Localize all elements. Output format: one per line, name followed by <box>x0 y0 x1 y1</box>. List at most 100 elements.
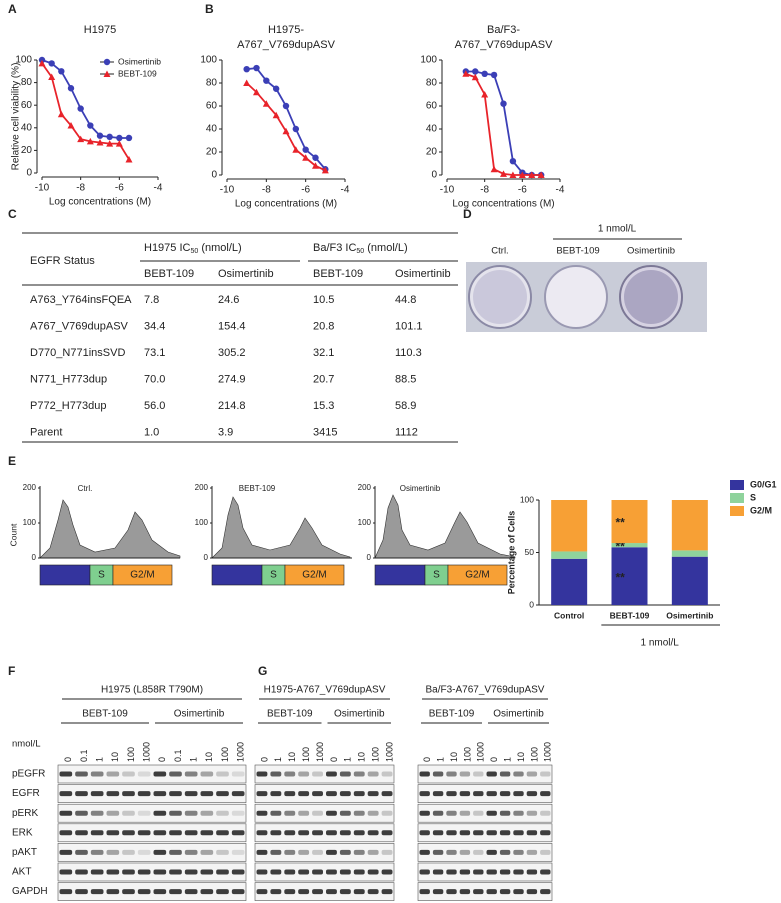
blot-band <box>540 889 551 895</box>
blot-band <box>216 889 229 895</box>
table-cell: 1112 <box>395 426 418 438</box>
y-tick-label: 60 <box>21 100 33 111</box>
dose-label: 100 <box>529 747 539 762</box>
header-subscript: 50 <box>356 248 364 255</box>
blot-band <box>122 791 135 797</box>
blot-band <box>75 869 88 875</box>
header-text: H1975 IC <box>144 242 191 254</box>
data-point <box>243 79 251 86</box>
group-label: 1 nmol/L <box>640 638 679 649</box>
blot-band <box>459 810 471 816</box>
dose-label: 0 <box>63 757 73 762</box>
y-tick-label: 100 <box>15 55 32 66</box>
blot-band <box>419 810 430 816</box>
blot-band <box>122 849 135 855</box>
significance-label: ** <box>616 539 626 553</box>
blot-band <box>200 869 214 875</box>
blot-band <box>312 889 323 895</box>
table-cell: 15.3 <box>313 400 334 412</box>
blot-band <box>169 889 182 895</box>
x-tick-label: -8 <box>76 183 85 194</box>
table-cell: 7.8 <box>144 294 159 306</box>
table-cell: 70.0 <box>144 373 165 385</box>
blot-band <box>216 869 229 875</box>
blot-strip <box>417 843 553 862</box>
x-tick-label: -10 <box>220 185 235 196</box>
phase-box <box>211 564 263 586</box>
blot-band <box>353 810 365 816</box>
dose-label: 1000 <box>236 742 246 762</box>
chart-title: A767_V769dupASV <box>455 39 554 51</box>
blot-band <box>298 849 310 855</box>
phase-box <box>447 564 508 586</box>
blot-band <box>256 771 268 777</box>
blot-band <box>326 869 337 875</box>
blot-band <box>200 830 214 836</box>
blot-band <box>298 830 310 836</box>
panel-label: A <box>8 2 17 16</box>
row-label: EGFR <box>12 788 40 799</box>
blot-band <box>106 771 120 777</box>
data-point <box>509 171 517 178</box>
blot-band <box>326 830 337 836</box>
blot-strip <box>57 784 247 803</box>
blot-band <box>486 869 497 875</box>
data-point <box>528 171 536 178</box>
data-point <box>500 100 507 107</box>
blot-strip <box>57 862 247 882</box>
blot-band <box>486 830 497 836</box>
dose-label: 0 <box>259 757 269 762</box>
data-point <box>312 162 319 169</box>
x-axis-title: Log concentrations (M) <box>235 199 337 210</box>
data-point <box>272 111 280 119</box>
blot-band <box>284 869 296 875</box>
chart-title: Ba/F3- <box>487 24 520 36</box>
x-tick-label: -10 <box>35 183 50 194</box>
blot-band <box>446 771 457 777</box>
blot-band <box>540 849 551 855</box>
panel-label: G <box>258 664 267 678</box>
series-line <box>465 70 542 176</box>
data-point <box>500 170 507 177</box>
blot-band <box>326 810 337 816</box>
blot-band <box>419 791 430 797</box>
data-point <box>96 138 104 146</box>
bar-segment <box>671 500 708 551</box>
group-label: Osimertinib <box>334 709 385 720</box>
table-cell: N771_H773dup <box>30 373 107 385</box>
blot-band <box>122 771 135 777</box>
chart-title: H1975- <box>268 24 304 36</box>
blot-band <box>59 810 73 816</box>
blot-strip <box>417 823 553 843</box>
blot-band <box>473 771 484 777</box>
y-tick-label: 100 <box>520 494 534 504</box>
blot-band <box>312 810 323 816</box>
dose-label: 1 <box>273 757 283 762</box>
blot-band <box>122 889 135 895</box>
data-point <box>282 102 290 110</box>
data-point <box>272 85 280 92</box>
blot-band <box>169 791 182 797</box>
blot-band <box>432 849 444 855</box>
x-tick-label: -6 <box>115 183 124 194</box>
blot-band <box>216 849 229 855</box>
legend-label: BEBT-109 <box>118 68 157 78</box>
dose-label: 1 <box>502 757 512 762</box>
dose-label: 1 <box>343 757 353 762</box>
blot-band <box>75 830 88 836</box>
blot-band <box>231 869 245 875</box>
blot-band <box>153 889 167 895</box>
blot-strip <box>417 882 553 901</box>
blot-band <box>153 771 167 777</box>
data-point <box>115 140 123 147</box>
blot-band <box>459 849 471 855</box>
blot-band <box>216 810 229 816</box>
bar-segment <box>611 500 648 544</box>
dose-label: 1 <box>435 757 445 762</box>
blot-band <box>339 830 351 836</box>
blot-band <box>312 830 323 836</box>
blot-band <box>75 791 88 797</box>
y-tick-label: 0 <box>431 170 437 181</box>
x-axis-title: Log concentrations (M) <box>49 197 151 208</box>
legend-label: G0/G1 <box>750 479 777 489</box>
